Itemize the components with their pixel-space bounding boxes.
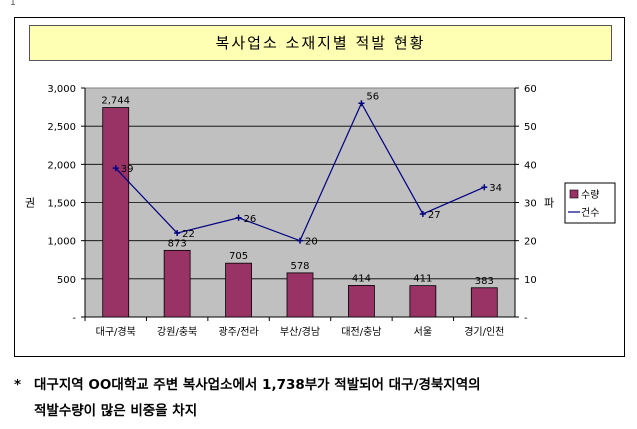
bar-0 bbox=[102, 107, 130, 318]
line-value-label: 39 bbox=[121, 164, 134, 175]
category-label: 대전/충남 bbox=[341, 326, 381, 338]
bar-value-label: 705 bbox=[229, 251, 248, 262]
category-label: 부산/경남 bbox=[280, 325, 320, 338]
chart-plot: - 500 1,000 1,500 2,000 2,500 3,000 - 10 20 30 40 50… bbox=[25, 84, 616, 338]
line-value-label: 56 bbox=[366, 91, 379, 102]
left-tick-label: 2,000 bbox=[47, 160, 76, 171]
right-tick-label: 50 bbox=[524, 122, 537, 133]
category-label: 광주/전라 bbox=[218, 326, 258, 338]
line-value-label: 27 bbox=[428, 210, 441, 221]
legend-line-label: 건수 bbox=[581, 207, 599, 219]
category-label: 강원/충북 bbox=[157, 326, 197, 338]
bar-4 bbox=[348, 284, 375, 318]
left-tick-label: 2,500 bbox=[47, 122, 76, 133]
left-tick-label: 500 bbox=[57, 275, 76, 286]
footnote: * 대구지역 OO대학교 주변 복사업소에서 1,738부가 적발되어 대구/경북… bbox=[14, 372, 629, 424]
bar-value-label: 383 bbox=[475, 276, 494, 287]
right-tick-label: 10 bbox=[524, 275, 537, 286]
bar-value-label: 414 bbox=[352, 273, 371, 284]
left-tick-label: 1,000 bbox=[47, 237, 76, 248]
category-label: 경기/인천 bbox=[464, 325, 504, 338]
corner-mark: 1 bbox=[10, 0, 16, 8]
legend-bar-label: 수량 bbox=[581, 189, 599, 201]
category-label: 서울 bbox=[414, 326, 432, 338]
right-axis-title: 파 bbox=[544, 197, 554, 210]
bar-value-label: 578 bbox=[290, 261, 309, 272]
right-tick-label: 40 bbox=[524, 160, 537, 171]
right-tick-label: 60 bbox=[524, 84, 537, 95]
footnote-text-2: 적발수량이 많은 비중을 차지 bbox=[34, 403, 198, 419]
right-tick-label: 30 bbox=[524, 199, 537, 210]
legend-bar-swatch bbox=[569, 189, 579, 199]
bar-3 bbox=[286, 272, 314, 318]
footnote-line-2: 적발수량이 많은 비중을 차지 bbox=[14, 398, 629, 424]
right-tick-label: - bbox=[524, 313, 528, 324]
left-tick-label: 1,500 bbox=[47, 199, 76, 210]
bar-value-label: 873 bbox=[168, 238, 187, 249]
left-tick-label: 3,000 bbox=[47, 84, 76, 95]
left-tick-label: - bbox=[72, 313, 76, 324]
bar-5 bbox=[409, 285, 437, 318]
chart-title: 복사업소 소재지별 적발 현황 bbox=[29, 25, 612, 61]
line-value-label: 22 bbox=[182, 229, 195, 240]
left-axis-title: 권 bbox=[25, 197, 35, 210]
legend-box bbox=[564, 182, 616, 224]
bar-2 bbox=[225, 262, 252, 318]
line-value-label: 26 bbox=[244, 214, 257, 225]
bar-value-label: 411 bbox=[413, 274, 432, 285]
footnote-line-1: * 대구지역 OO대학교 주변 복사업소에서 1,738부가 적발되어 대구/경북… bbox=[14, 372, 629, 398]
bar-value-label: 2,744 bbox=[101, 96, 130, 107]
right-tick-label: 20 bbox=[524, 237, 537, 248]
bar-1 bbox=[163, 249, 191, 318]
bar-6 bbox=[470, 287, 498, 318]
line-value-label: 34 bbox=[489, 183, 502, 194]
category-label: 대구/경북 bbox=[96, 325, 136, 338]
line-value-label: 20 bbox=[305, 237, 318, 248]
footnote-star: * bbox=[14, 377, 22, 393]
footnote-text-1: 대구지역 OO대학교 주변 복사업소에서 1,738부가 적발되어 대구/경북지… bbox=[34, 377, 481, 393]
